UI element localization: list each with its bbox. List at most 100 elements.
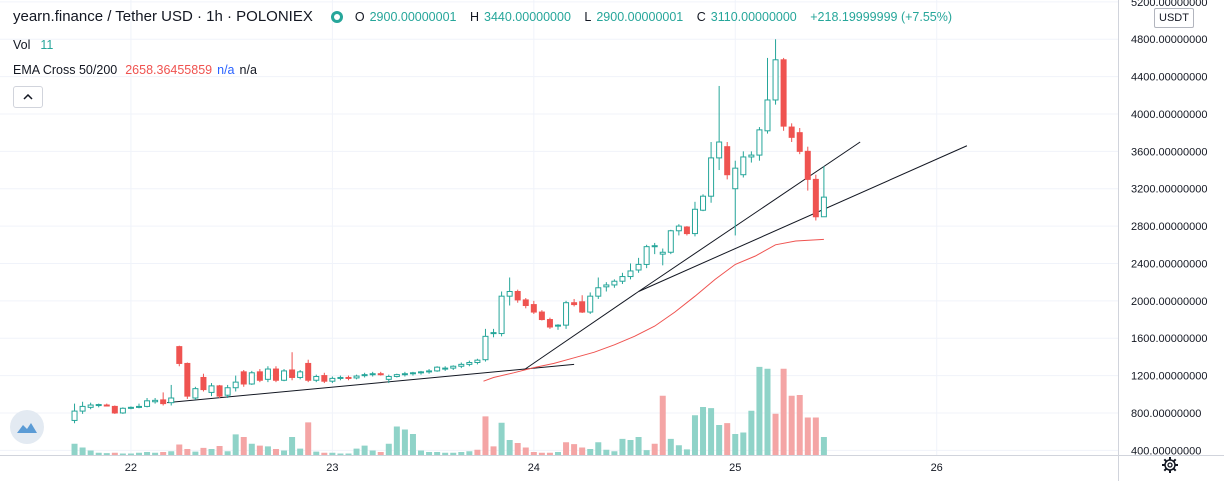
candle-body xyxy=(708,157,715,197)
candle-up xyxy=(442,366,449,371)
candle-body xyxy=(643,246,650,265)
candle-body xyxy=(530,304,537,313)
volume-bar xyxy=(305,422,312,455)
volume-bar xyxy=(79,447,86,455)
candle-body xyxy=(240,371,247,385)
currency-badge[interactable]: USDT xyxy=(1154,8,1194,28)
candle-body xyxy=(595,287,602,297)
candles xyxy=(71,39,827,424)
candle-body xyxy=(160,399,167,405)
candle-body xyxy=(748,154,755,158)
volume-bar xyxy=(506,440,513,455)
y-tick-label: 5200.00000000 xyxy=(1131,0,1207,9)
volume-bar xyxy=(603,449,610,455)
volume-bar xyxy=(530,452,537,455)
candle-body xyxy=(313,376,320,381)
volume-bar xyxy=(353,448,360,455)
candle-body xyxy=(804,150,811,180)
candle-up xyxy=(313,374,320,383)
candle-body xyxy=(353,375,360,379)
volume-bar xyxy=(450,452,457,455)
candle-body xyxy=(571,302,578,306)
candle-down xyxy=(571,298,578,307)
volume-bar xyxy=(804,417,811,455)
candle-up xyxy=(418,370,425,375)
candle-body xyxy=(683,226,690,235)
candle-up xyxy=(474,358,481,365)
candle-down xyxy=(804,146,811,191)
candle-body xyxy=(603,284,610,288)
ema-legend[interactable]: EMA Cross 50/200 2658.36455859 n/a n/a xyxy=(13,63,257,77)
volume-bar xyxy=(224,451,231,455)
candle-up xyxy=(490,328,497,338)
candle-up xyxy=(740,151,747,178)
volume-bar xyxy=(474,449,481,455)
candle-up xyxy=(482,328,489,362)
candle-body xyxy=(79,405,86,412)
volume-bar xyxy=(111,452,118,455)
candle-down xyxy=(272,366,279,383)
chart-legend-main: yearn.finance / Tether USD · 1h · POLONI… xyxy=(13,8,957,25)
volume-legend[interactable]: Vol 11 xyxy=(13,38,53,52)
symbol-title[interactable]: yearn.finance / Tether USD · 1h · POLONI… xyxy=(13,8,313,25)
candle-down xyxy=(377,371,384,376)
volume-bar xyxy=(119,453,126,455)
candle-up xyxy=(700,194,707,212)
volume-bar xyxy=(442,452,449,455)
volume-bar xyxy=(418,450,425,455)
tradingview-logo-button[interactable] xyxy=(10,410,44,444)
y-tick-label: 4800.00000000 xyxy=(1131,34,1207,46)
volume-bar xyxy=(401,429,408,455)
candle-up xyxy=(506,277,513,306)
candle-up xyxy=(71,403,78,424)
candle-up xyxy=(675,224,682,236)
volume-bar xyxy=(732,434,739,455)
candle-up xyxy=(627,263,634,280)
gear-icon[interactable] xyxy=(1160,455,1180,475)
volume-bar xyxy=(708,408,715,455)
candle-down xyxy=(321,372,328,384)
candle-down xyxy=(256,369,263,383)
candle-body xyxy=(756,129,763,156)
candle-body xyxy=(409,372,416,375)
volume-bar xyxy=(264,446,271,455)
candle-up xyxy=(152,398,159,404)
open-value: 2900.00000001 xyxy=(369,9,457,24)
candle-down xyxy=(788,123,795,143)
candle-up xyxy=(659,248,666,266)
eye-dot-icon[interactable] xyxy=(330,10,343,23)
volume-bar xyxy=(297,448,304,455)
x-tick-label: 24 xyxy=(528,462,540,474)
candle-up xyxy=(732,160,739,236)
volume-value: 11 xyxy=(40,38,54,52)
volume-bar xyxy=(788,395,795,455)
candle-body xyxy=(434,366,441,372)
candle-up xyxy=(820,166,827,218)
candle-down xyxy=(103,403,110,407)
candle-body xyxy=(506,290,513,297)
volume-bar xyxy=(216,446,223,455)
candle-body xyxy=(111,405,118,414)
candle-down xyxy=(724,142,731,180)
volume-label: Vol xyxy=(13,38,31,52)
candle-body xyxy=(820,196,827,218)
trendlines[interactable] xyxy=(167,141,968,404)
candle-down xyxy=(305,359,312,383)
candle-up xyxy=(337,375,344,381)
candle-down xyxy=(538,310,545,321)
candle-body xyxy=(514,290,521,301)
candle-up xyxy=(595,277,602,299)
candle-up xyxy=(635,257,642,273)
close-label: C xyxy=(696,9,706,24)
volume-bar xyxy=(667,438,674,455)
volume-bar xyxy=(627,440,634,455)
candle-down xyxy=(240,369,247,387)
candle-up xyxy=(87,402,94,410)
candle-up xyxy=(329,376,336,384)
collapse-legend-button[interactable] xyxy=(13,86,43,108)
candle-up xyxy=(208,383,215,397)
candle-down xyxy=(289,352,296,381)
volume-bar xyxy=(466,451,473,455)
candle-body xyxy=(482,335,489,361)
